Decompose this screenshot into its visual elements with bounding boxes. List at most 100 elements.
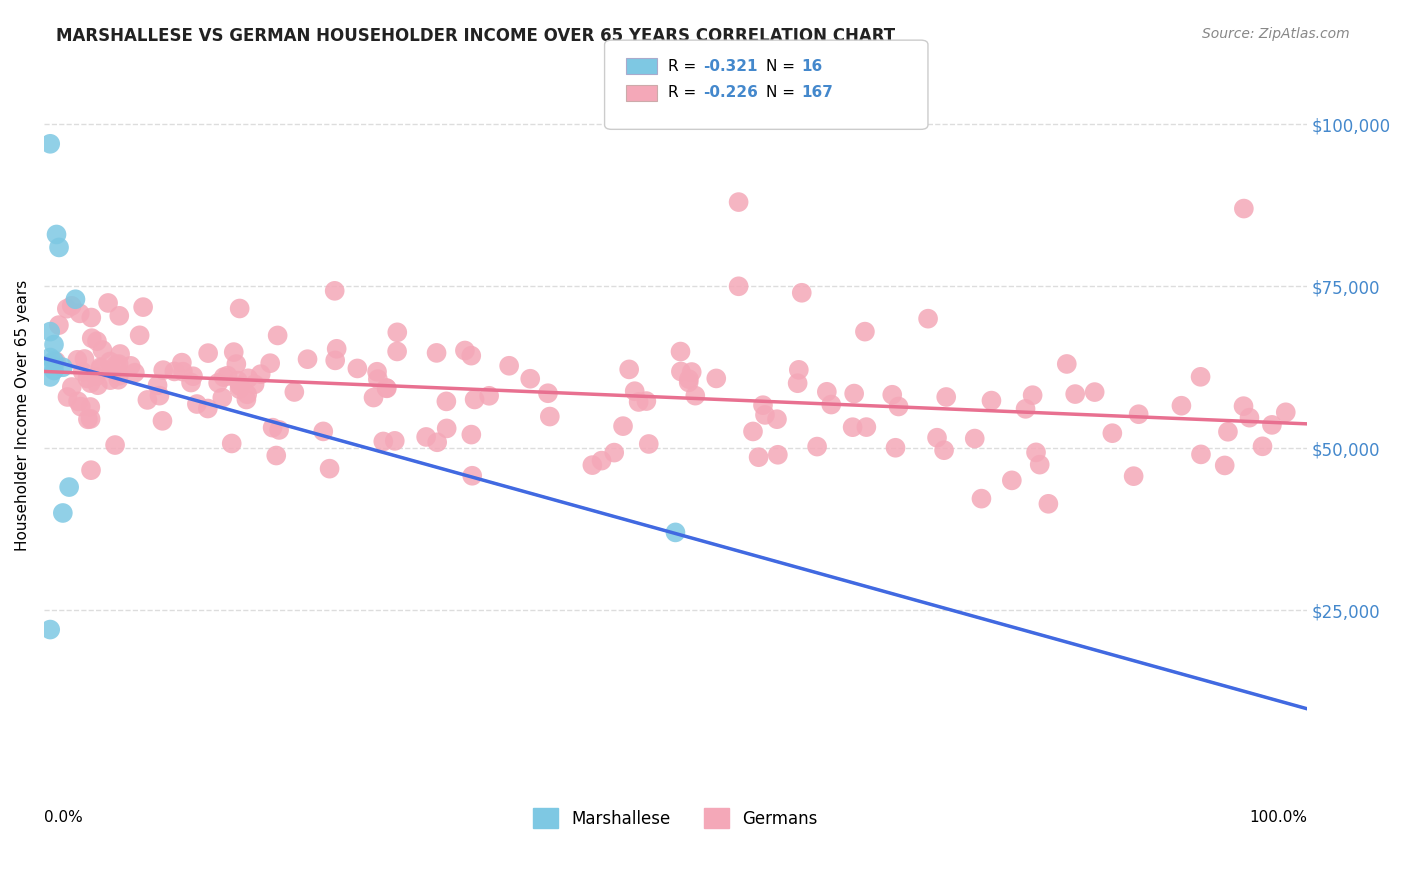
Point: [855, 420, 877, 434]
Point: [69, 306, 91, 320]
Point: [225, 357, 247, 371]
Point: [105, 358, 128, 372]
Point: [228, 301, 250, 316]
Point: [387, 326, 409, 340]
Point: [1101, 426, 1123, 441]
Point: [366, 365, 388, 379]
Point: [60, 380, 83, 394]
Point: [678, 376, 700, 390]
Point: [148, 389, 170, 403]
Point: [42, 363, 65, 377]
Point: [1128, 407, 1150, 421]
Point: [384, 434, 406, 448]
Point: [39, 325, 62, 339]
Point: [323, 284, 346, 298]
Point: [104, 438, 127, 452]
Point: [727, 195, 749, 210]
Point: [39, 351, 62, 365]
Point: [623, 384, 645, 399]
Point: [152, 363, 174, 377]
Point: [1213, 458, 1236, 473]
Point: [612, 419, 634, 434]
Point: [591, 453, 613, 467]
Point: [236, 387, 259, 401]
Point: [80, 310, 103, 325]
Point: [1122, 469, 1144, 483]
Point: [325, 342, 347, 356]
Point: [128, 328, 150, 343]
Point: [229, 379, 252, 393]
Point: [39, 136, 62, 151]
Point: [1189, 369, 1212, 384]
Point: [373, 434, 395, 449]
Point: [108, 309, 131, 323]
Point: [108, 368, 131, 383]
Point: [42, 353, 65, 368]
Point: [727, 279, 749, 293]
Point: [120, 359, 142, 373]
Point: [685, 389, 707, 403]
Point: [844, 386, 866, 401]
Point: [678, 372, 700, 386]
Point: [627, 395, 650, 409]
Point: [79, 400, 101, 414]
Point: [581, 458, 603, 472]
Point: [207, 376, 229, 390]
Point: [66, 394, 89, 409]
Point: [45, 227, 67, 242]
Point: [385, 344, 408, 359]
Point: [464, 392, 486, 407]
Text: Source: ZipAtlas.com: Source: ZipAtlas.com: [1202, 27, 1350, 41]
Point: [434, 394, 457, 409]
Point: [754, 408, 776, 422]
Point: [1025, 445, 1047, 459]
Point: [217, 368, 239, 383]
Point: [90, 360, 112, 375]
Point: [163, 364, 186, 378]
Point: [77, 412, 100, 426]
Point: [39, 357, 62, 371]
Point: [1251, 439, 1274, 453]
Point: [86, 334, 108, 349]
Point: [935, 390, 957, 404]
Point: [636, 394, 658, 409]
Point: [460, 427, 482, 442]
Point: [806, 440, 828, 454]
Point: [786, 376, 808, 391]
Text: MARSHALLESE VS GERMAN HOUSEHOLDER INCOME OVER 65 YEARS CORRELATION CHART: MARSHALLESE VS GERMAN HOUSEHOLDER INCOME…: [56, 27, 896, 45]
Point: [136, 392, 159, 407]
Point: [45, 354, 67, 368]
Point: [681, 365, 703, 379]
Point: [1239, 410, 1261, 425]
Point: [841, 420, 863, 434]
Point: [186, 397, 208, 411]
Point: [97, 296, 120, 310]
Point: [925, 431, 948, 445]
Point: [887, 400, 910, 414]
Point: [363, 391, 385, 405]
Text: R =: R =: [668, 86, 702, 100]
Point: [80, 331, 103, 345]
Point: [1233, 202, 1256, 216]
Point: [1064, 387, 1087, 401]
Point: [197, 401, 219, 416]
Point: [1001, 474, 1024, 488]
Point: [132, 300, 155, 314]
Point: [108, 347, 131, 361]
Point: [617, 362, 640, 376]
Point: [72, 365, 94, 379]
Point: [519, 372, 541, 386]
Point: [1274, 405, 1296, 419]
Point: [269, 423, 291, 437]
Point: [538, 409, 561, 424]
Point: [1084, 385, 1107, 400]
Point: [80, 463, 103, 477]
Text: 167: 167: [801, 86, 834, 100]
Point: [853, 325, 876, 339]
Point: [454, 343, 477, 358]
Point: [637, 437, 659, 451]
Point: [537, 386, 560, 401]
Text: N =: N =: [766, 59, 800, 73]
Point: [1056, 357, 1078, 371]
Point: [181, 369, 204, 384]
